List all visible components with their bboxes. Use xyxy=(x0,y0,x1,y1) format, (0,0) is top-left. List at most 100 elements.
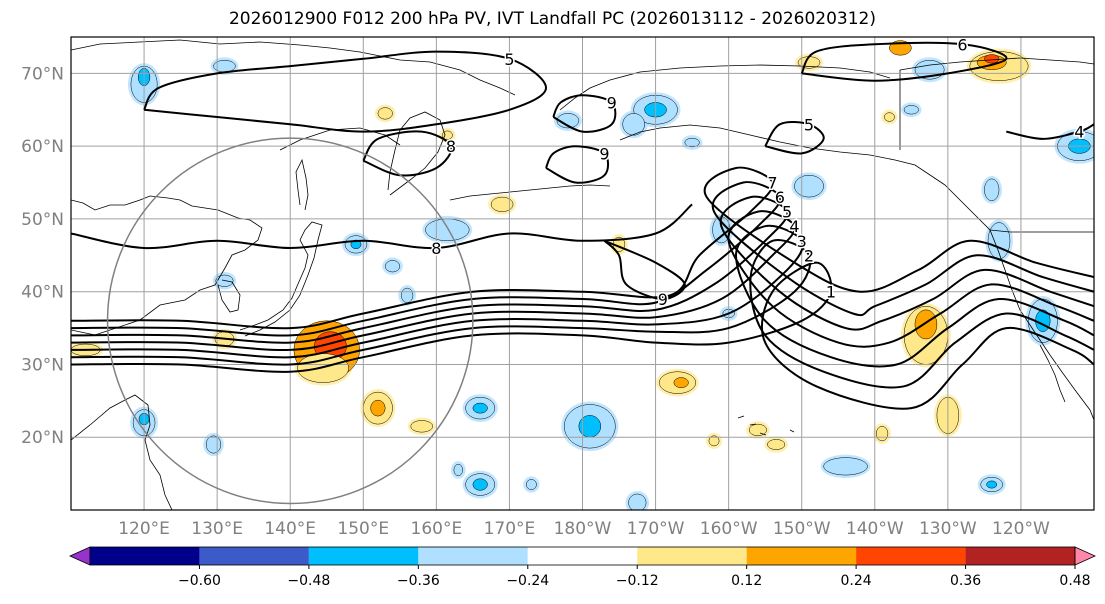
pv-contour-line xyxy=(71,224,1094,368)
ivt-negative-blob xyxy=(425,218,470,242)
pv-contour-line xyxy=(143,50,548,133)
ivt-negative-blob xyxy=(794,175,824,198)
latitude-tick-label: 70°N xyxy=(21,64,64,84)
ivt-positive-blob xyxy=(490,196,514,212)
ivt-positive-blob xyxy=(410,420,433,433)
ivt-positive-blob xyxy=(914,309,938,340)
colorbar-tick-label: 0.48 xyxy=(1059,573,1090,589)
ivt-negative-blob xyxy=(384,260,401,273)
ivt-negative-blob xyxy=(472,402,488,414)
ivt-positive-blob xyxy=(875,426,889,442)
longitude-tick-label: 150°W xyxy=(773,519,831,539)
ivt-negative-blob xyxy=(823,457,868,476)
colorbar-tick-label: −0.36 xyxy=(397,573,440,589)
pv-contour-line xyxy=(71,239,1094,389)
ivt-negative-blob xyxy=(453,463,463,477)
ivt-positive-blob xyxy=(708,435,720,447)
colorbar-swatch xyxy=(418,547,528,565)
longitude-tick-label: 170°W xyxy=(627,519,685,539)
ivt-positive-blob xyxy=(673,377,689,388)
pv-contour-line xyxy=(552,94,617,133)
pv-contour-label: 5 xyxy=(782,203,792,222)
pv-contours-layer xyxy=(71,41,1094,410)
map-title: 2026012900 F012 200 hPa PV, IVT Landfall… xyxy=(228,9,876,29)
ivt-negative-blob xyxy=(556,113,580,129)
longitude-tick-label: 140°W xyxy=(846,519,904,539)
coastline-kamchatka xyxy=(387,111,446,196)
colorbar-tick-label: −0.24 xyxy=(506,573,549,589)
coastline-baja xyxy=(1039,344,1066,403)
coastline-japan xyxy=(239,221,323,337)
pv-contour-line xyxy=(800,41,1008,82)
ivt-positive-blob xyxy=(984,54,1000,64)
colorbar-tick-label: 0.12 xyxy=(731,573,762,589)
latitude-tick-label: 20°N xyxy=(21,428,64,448)
colorbar-swatch xyxy=(199,547,309,565)
ivt-negative-blob xyxy=(401,287,414,303)
coastline-hawaii xyxy=(737,415,795,436)
longitude-tick-label: 160°W xyxy=(700,519,758,539)
ivt-negative-blob xyxy=(684,137,700,148)
ivt-positive-blob xyxy=(767,439,786,450)
pv-contour-label: 4 xyxy=(1074,123,1084,142)
coastline-alaska xyxy=(559,64,891,111)
coastlines-layer xyxy=(71,39,1094,510)
longitude-tick-label: 140°E xyxy=(264,519,316,539)
pv-contour-label: 6 xyxy=(775,188,785,207)
longitude-tick-label: 160°E xyxy=(411,519,463,539)
latitude-tick-label: 30°N xyxy=(21,355,64,375)
latitude-tick-label: 50°N xyxy=(21,210,64,230)
pv-contour-line xyxy=(71,195,1094,344)
longitude-tick-label: 120°W xyxy=(992,519,1050,539)
pv-contour-line xyxy=(71,210,1094,352)
longitude-tick-label: 130°E xyxy=(191,519,243,539)
longitude-tick-label: 180°W xyxy=(554,519,612,539)
longitude-tick-label: 120°E xyxy=(118,519,170,539)
pv-contour-line xyxy=(71,203,693,250)
border-us-canada xyxy=(989,229,1094,233)
pv-contour-label: 7 xyxy=(767,174,777,193)
pv-contour-label: 5 xyxy=(504,50,514,69)
pv-contour-label: 8 xyxy=(446,137,456,156)
pv-contour-label: 9 xyxy=(607,93,617,112)
pv-contour-line xyxy=(545,145,610,184)
colorbar-tick-label: −0.12 xyxy=(616,573,659,589)
latitude-labels: 20°N 30°N 40°N 50°N 60°N 70°N xyxy=(21,64,64,448)
coastline-asia-south xyxy=(71,394,173,510)
longitude-labels: 120°E 130°E 140°E 150°E 160°E 170°E 180°W 170°W… xyxy=(118,519,1050,539)
longitude-tick-label: 130°W xyxy=(919,519,977,539)
landfall-radius-circle xyxy=(106,137,474,505)
coastline-sakhalin xyxy=(295,158,309,211)
ivt-negative-blob xyxy=(903,105,919,115)
pv-contour-label: 3 xyxy=(797,232,807,251)
colorbar-swatch xyxy=(90,547,200,565)
coastline-okhotsk xyxy=(279,127,401,151)
pv-contour-label: 4 xyxy=(789,217,799,236)
colorbar: −0.60 −0.48 −0.36 −0.24 −0.12 0.12 0.24 0.36 0.4… xyxy=(69,546,1096,589)
colorbar-tick-label: −0.60 xyxy=(178,573,221,589)
ivt-positive-blob xyxy=(370,399,386,417)
colorbar-tick-label: 0.24 xyxy=(841,573,872,589)
longitude-tick-label: 150°E xyxy=(337,519,389,539)
ivt-negative-blob xyxy=(525,479,537,490)
ivt-positive-blob xyxy=(748,423,767,437)
ivt-negative-blob xyxy=(628,493,647,510)
pv-contour-line xyxy=(71,261,1094,410)
ivt-negative-blob xyxy=(984,178,1000,201)
colorbar-swatch xyxy=(965,547,1075,565)
colorbar-swatch xyxy=(527,547,638,565)
ivt-negative-blob xyxy=(472,478,488,491)
ivt-negative-blob xyxy=(986,480,998,489)
latitude-tick-label: 60°N xyxy=(21,137,64,157)
coastline-alaska-south xyxy=(619,124,946,186)
colorbar-extend-max xyxy=(1074,546,1096,566)
pv-contour-label: 8 xyxy=(431,239,441,258)
colorbar-swatch xyxy=(308,547,419,565)
coastline-siberia-north xyxy=(71,39,516,96)
colorbar-swatch xyxy=(856,547,966,565)
colorbar-swatch xyxy=(746,547,857,565)
pv-contour-line xyxy=(71,181,1094,337)
pv-contour-line xyxy=(1006,123,1094,140)
